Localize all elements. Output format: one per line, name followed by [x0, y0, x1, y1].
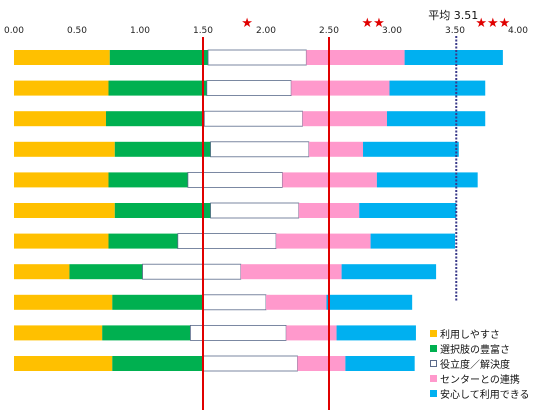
- x-tick-label: 2.00: [256, 26, 276, 36]
- bar-segment-2: [112, 294, 203, 310]
- bar-segment-4: [302, 111, 387, 127]
- bar-segment-3: [207, 49, 307, 66]
- x-tick-label: 1.50: [193, 26, 213, 36]
- star-marker: ★★: [361, 16, 384, 31]
- star-marker: ★★★: [475, 16, 510, 31]
- bar-segment-4: [286, 325, 337, 341]
- x-tick-label: 0.50: [67, 26, 87, 36]
- bar-segment-1: [14, 80, 109, 96]
- legend-label: センターとの連携: [440, 375, 520, 386]
- bar-segment-1: [14, 111, 106, 127]
- bar-segment-4: [276, 233, 371, 249]
- bars: [14, 49, 503, 372]
- bar-segment-2: [114, 203, 211, 218]
- x-axis-ticks: 0.00 0.50 1.00 1.50 2.00 2.50 3.00 3.50 4.00: [4, 26, 528, 36]
- bar-segment-2: [105, 111, 205, 127]
- bar-segment-5: [345, 356, 415, 371]
- bar-segment-5: [336, 325, 416, 341]
- bar-segment-2: [108, 233, 178, 249]
- bar-segment-1: [14, 356, 113, 371]
- bar-segment-5: [363, 141, 459, 157]
- legend-swatch: [430, 345, 437, 352]
- legend-item: 役立度／解決度: [430, 356, 530, 371]
- bar-segment-4: [297, 356, 346, 371]
- bar-segment-4: [306, 50, 405, 65]
- bar-segment-2: [108, 172, 188, 188]
- legend-swatch: [430, 330, 437, 337]
- bar-segment-1: [14, 141, 115, 157]
- legend-swatch: [430, 360, 437, 367]
- bar-segment-3: [202, 294, 267, 311]
- legend-label: 役立度／解決度: [440, 360, 510, 371]
- bar-segment-5: [370, 233, 455, 249]
- bar-segment-5: [404, 50, 503, 65]
- bar-segment-3: [189, 324, 287, 341]
- star-markers: ★ ★★ ★★★: [241, 16, 510, 31]
- bar-segment-5: [341, 264, 437, 280]
- legend-swatch: [430, 390, 437, 397]
- bar-segment-1: [14, 294, 113, 310]
- bar-segment-4: [291, 80, 390, 96]
- legend-swatch: [430, 375, 437, 382]
- bar-segment-3: [206, 80, 292, 96]
- bar-segment-2: [102, 325, 191, 341]
- bar-segment-1: [14, 264, 70, 280]
- bar-segment-3: [142, 263, 242, 280]
- bar-segment-1: [14, 172, 109, 188]
- average-marker: 平均 3.51: [428, 9, 478, 302]
- x-tick-label: 3.50: [445, 26, 465, 36]
- star-marker: ★: [241, 16, 253, 31]
- bar-segment-3: [203, 110, 303, 127]
- average-label: 平均 3.51: [428, 9, 478, 22]
- x-tick-label: 1.00: [130, 26, 150, 36]
- legend-item: センターとの連携: [430, 371, 530, 386]
- bar-segment-3: [210, 141, 310, 158]
- bar-segment-3: [177, 233, 277, 250]
- x-tick-label: 3.00: [382, 26, 402, 36]
- bar-segment-2: [69, 264, 143, 280]
- bar-segment-3: [210, 202, 300, 219]
- bar-segment-1: [14, 233, 109, 249]
- bar-segment-5: [386, 111, 486, 127]
- bar-segment-3: [202, 355, 298, 372]
- bar-segment-1: [14, 325, 103, 341]
- legend-item: 選択肢の豊富さ: [430, 341, 530, 356]
- x-tick-label: 2.50: [319, 26, 339, 36]
- x-tick-label: 0.00: [4, 26, 24, 36]
- bar-segment-5: [359, 203, 457, 218]
- bar-segment-4: [308, 141, 364, 157]
- legend-label: 安心して利用できる: [440, 390, 530, 401]
- bar-segment-1: [14, 50, 110, 65]
- bar-segment-1: [14, 203, 115, 218]
- bar-segment-2: [112, 356, 203, 371]
- bar-segment-5: [389, 80, 486, 96]
- x-tick-label: 4.00: [508, 26, 528, 36]
- bar-segment-4: [266, 294, 327, 310]
- legend-item: 利用しやすさ: [430, 326, 530, 341]
- bar-segment-2: [114, 141, 211, 157]
- legend-item: 安心して利用できる: [430, 386, 530, 401]
- bar-segment-2: [109, 50, 209, 65]
- legend-label: 選択肢の豊富さ: [440, 345, 510, 356]
- legend-label: 利用しやすさ: [440, 330, 500, 341]
- reference-lines: [202, 37, 330, 410]
- bar-segment-5: [376, 172, 478, 188]
- bar-segment-2: [108, 80, 207, 96]
- bar-segment-5: [326, 294, 413, 310]
- bar-segment-4: [240, 264, 342, 280]
- legend: 利用しやすさ 選択肢の豊富さ 役立度／解決度 センターとの連携 安心して利用できる: [430, 326, 530, 401]
